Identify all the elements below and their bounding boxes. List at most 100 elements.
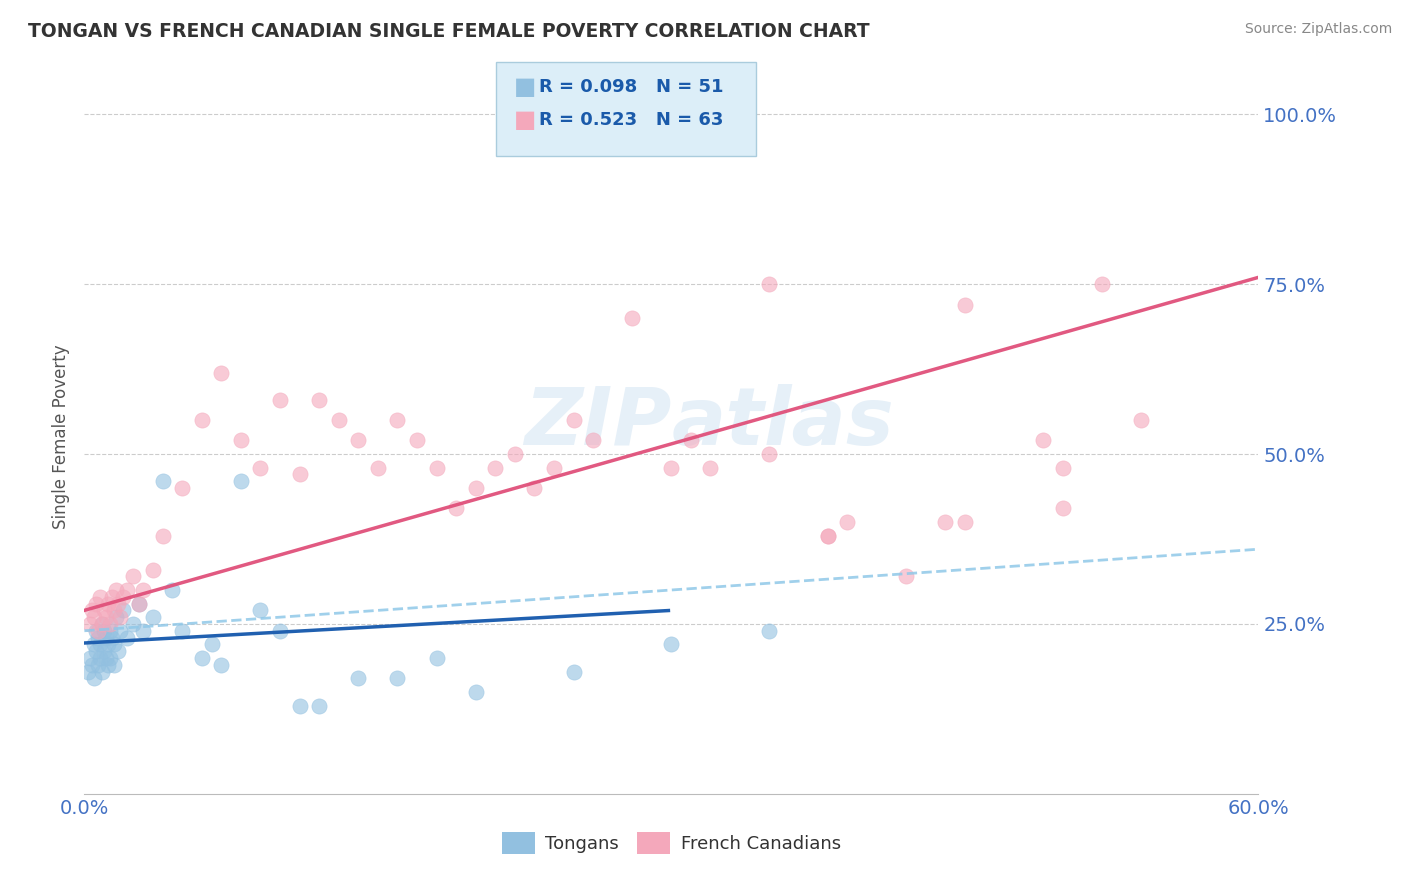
Point [523,481,546,495]
Point [142,610,165,624]
Point [229,434,252,448]
Point [87,624,110,638]
Point [79,651,101,665]
Text: atlas: atlas [672,384,894,462]
Point [172,481,194,495]
Point [1052,460,1074,475]
Point [1052,501,1074,516]
Point [104,582,127,597]
Point [269,392,291,407]
Point [503,447,526,461]
Point [152,528,174,542]
Point [328,413,350,427]
Point [347,671,370,685]
Point [347,434,370,448]
Point [108,610,131,624]
Point [249,460,271,475]
Point [367,460,389,475]
Point [117,582,139,597]
Point [91,665,114,679]
Point [308,698,330,713]
Point [79,617,101,632]
Point [191,651,214,665]
Point [89,651,111,665]
Point [98,651,121,665]
Point [1032,434,1054,448]
Point [464,481,486,495]
Point [758,447,780,461]
Point [621,311,644,326]
Point [582,434,605,448]
Point [84,644,107,658]
Point [387,413,409,427]
Legend: Tongans, French Canadians: Tongans, French Canadians [494,823,849,863]
Point [172,624,194,638]
Text: Source: ZipAtlas.com: Source: ZipAtlas.com [1244,22,1392,37]
Point [107,597,129,611]
Point [100,631,122,645]
Point [308,392,330,407]
Point [229,475,252,489]
Point [953,515,976,529]
Point [93,603,115,617]
Point [87,657,110,672]
Text: ZIP: ZIP [524,384,672,462]
Text: R = 0.523   N = 63: R = 0.523 N = 63 [540,112,724,129]
Point [661,637,683,651]
Point [758,624,780,638]
Point [152,475,174,489]
Point [543,460,565,475]
Point [679,434,702,448]
Point [444,501,467,516]
Point [132,624,155,638]
Point [112,603,135,617]
Point [817,528,839,542]
Point [89,637,111,651]
Point [269,624,291,638]
Point [484,460,506,475]
Point [104,610,127,624]
Point [1091,277,1114,292]
Y-axis label: Single Female Poverty: Single Female Poverty [52,345,70,529]
Point [97,637,120,651]
Point [87,631,110,645]
Point [89,590,111,604]
Text: ■: ■ [515,75,536,98]
Point [77,665,100,679]
Text: R = 0.098   N = 51: R = 0.098 N = 51 [540,78,724,95]
Point [112,590,135,604]
Point [896,569,918,583]
Text: ■: ■ [515,109,536,132]
Point [837,515,859,529]
Point [406,434,429,448]
Point [288,467,311,482]
Point [98,617,121,632]
Point [82,657,104,672]
Point [98,624,121,638]
Text: TONGAN VS FRENCH CANADIAN SINGLE FEMALE POVERTY CORRELATION CHART: TONGAN VS FRENCH CANADIAN SINGLE FEMALE … [28,22,870,41]
Point [84,624,107,638]
Point [288,698,311,713]
Point [83,671,105,685]
Point [562,665,585,679]
Point [83,637,105,651]
Point [83,610,105,624]
Point [128,597,150,611]
Point [117,631,139,645]
Point [82,603,104,617]
Point [249,603,271,617]
Point [426,651,449,665]
Point [562,413,585,427]
Point [191,413,214,427]
Point [699,460,721,475]
Point [93,624,115,638]
Point [934,515,956,529]
Point [91,617,114,632]
Point [100,590,122,604]
Point [94,610,117,624]
Point [94,631,117,645]
Point [758,277,780,292]
Point [128,597,150,611]
Point [97,597,120,611]
Point [103,637,125,651]
